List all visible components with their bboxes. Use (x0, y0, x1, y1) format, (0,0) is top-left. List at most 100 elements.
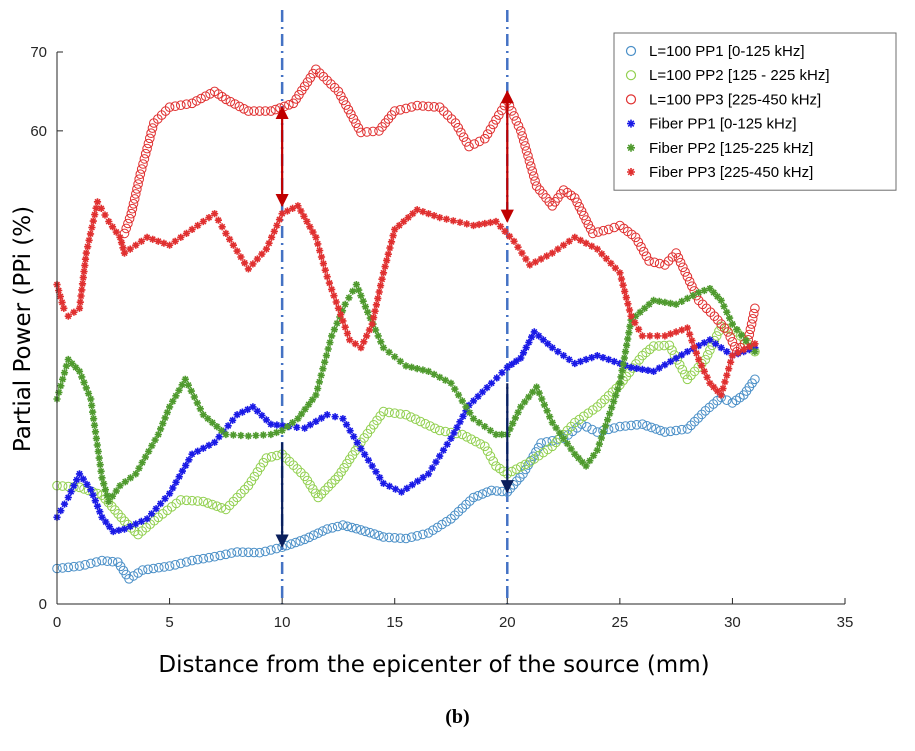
data-point (570, 193, 580, 203)
data-point (466, 409, 474, 417)
data-point (313, 528, 324, 539)
data-point (434, 425, 445, 436)
data-point (535, 389, 543, 397)
data-point (706, 285, 714, 293)
data-point (175, 386, 183, 394)
data-point (102, 518, 110, 526)
data-point (402, 362, 410, 370)
data-point (450, 429, 458, 437)
data-point (543, 252, 551, 260)
data-point (188, 225, 196, 233)
data-point (232, 547, 242, 557)
data-point (161, 414, 169, 422)
data-point (376, 474, 384, 482)
data-point (82, 249, 90, 257)
data-point (713, 387, 721, 395)
data-point (548, 344, 556, 352)
data-point (537, 255, 545, 263)
data-point (403, 484, 411, 492)
data-point (300, 212, 308, 220)
data-point (178, 467, 186, 475)
x-tick-label: 0 (53, 614, 61, 631)
data-point (384, 250, 392, 258)
data-point (429, 102, 439, 112)
data-point (117, 239, 126, 247)
data-point (612, 391, 620, 399)
x-tick-label: 10 (274, 614, 291, 631)
data-point (146, 128, 156, 138)
y-tick-label: 60 (30, 123, 47, 140)
data-point (191, 96, 202, 106)
data-point (172, 392, 180, 400)
data-point (385, 348, 393, 356)
data-point (333, 319, 341, 327)
series-3 (119, 64, 760, 357)
data-point (413, 206, 421, 214)
data-point (336, 313, 344, 321)
data-point (203, 498, 213, 508)
data-point (424, 470, 433, 478)
data-point (94, 447, 102, 456)
data-point (148, 563, 159, 574)
data-point (304, 532, 315, 543)
data-point (686, 330, 694, 338)
data-point (230, 99, 240, 109)
data-point (322, 75, 333, 86)
data-point (301, 424, 309, 432)
data-point (377, 338, 385, 346)
data-point (700, 367, 708, 375)
data-point (254, 106, 265, 116)
data-point (283, 207, 291, 215)
data-point (166, 490, 174, 498)
data-point (456, 218, 464, 226)
data-point (533, 383, 541, 391)
data-point (485, 124, 496, 135)
data-point (234, 101, 245, 112)
data-point (625, 306, 634, 314)
data-point (222, 229, 230, 237)
data-point (338, 95, 349, 106)
data-point (637, 419, 648, 430)
data-point (598, 225, 609, 236)
data-point (454, 391, 463, 399)
data-point (326, 478, 337, 489)
data-point (301, 405, 309, 413)
data-point (229, 431, 237, 439)
data-point (618, 367, 626, 375)
data-point (182, 229, 191, 237)
data-point (262, 245, 270, 253)
data-point (627, 312, 635, 320)
data-point (336, 91, 346, 101)
data-point (462, 432, 472, 442)
data-point (91, 497, 99, 505)
data-point (78, 286, 86, 294)
legend-marker (627, 168, 635, 176)
series-5 (53, 281, 759, 506)
data-point (323, 273, 331, 281)
data-point (62, 362, 70, 370)
data-point (312, 417, 320, 425)
data-point (465, 401, 473, 409)
data-point (116, 233, 124, 241)
data-point (678, 351, 686, 359)
data-point (85, 236, 93, 244)
data-point (645, 344, 655, 355)
data-point (363, 332, 371, 340)
data-point (582, 462, 590, 470)
data-point (616, 379, 624, 387)
data-point (524, 156, 535, 166)
data-point (188, 450, 196, 458)
data-point (706, 336, 714, 344)
data-point (717, 296, 725, 304)
data-point (176, 495, 186, 505)
data-point (518, 136, 529, 146)
data-point (379, 344, 388, 352)
data-point (586, 457, 594, 465)
data-point (508, 480, 519, 490)
data-point (593, 352, 601, 360)
data-point (314, 68, 325, 78)
data-point (683, 324, 691, 332)
data-point (142, 143, 152, 154)
data-point (622, 294, 630, 302)
data-point (595, 440, 603, 448)
